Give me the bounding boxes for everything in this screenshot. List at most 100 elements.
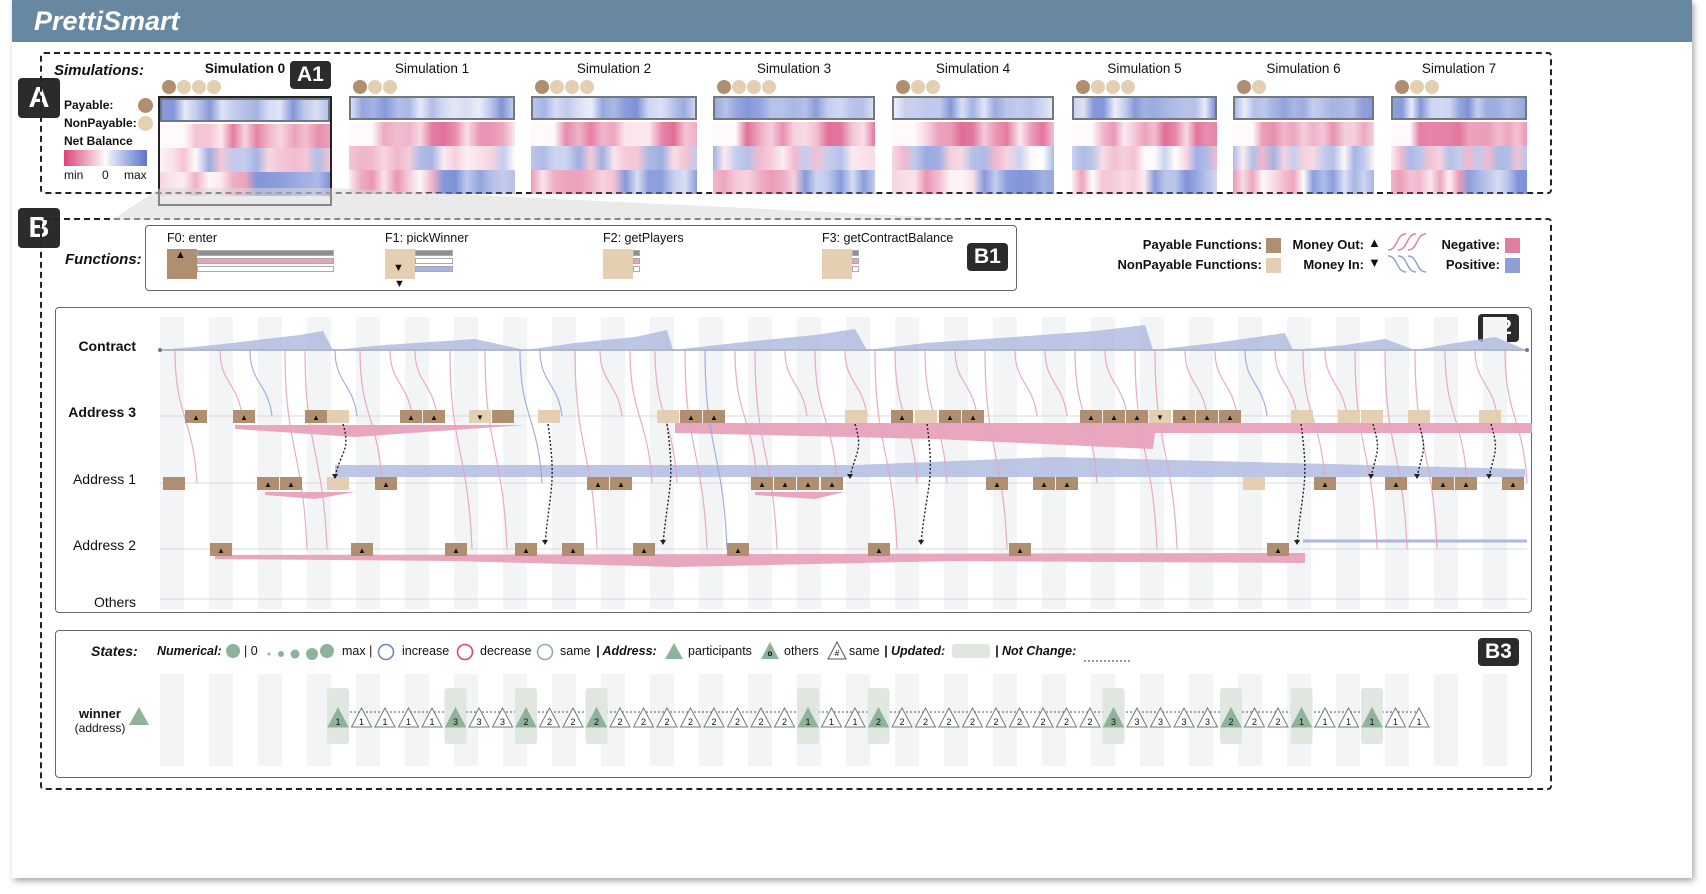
simulation-title-0[interactable]: Simulation 0 [204,61,286,76]
nonpayable-call-box [845,410,867,423]
arrowhead-icon [1414,474,1420,479]
transaction-flow-curve [1244,349,1268,417]
simulation-title-5[interactable]: Simulation 5 [1107,61,1182,76]
winner-state-value: 2 [1228,717,1233,727]
function-call-dot [1252,80,1266,94]
simulation-title-2[interactable]: Simulation 2 [576,61,652,76]
same-address-triangle-icon: # [827,640,847,665]
money-out-icon: ▲ [1274,546,1282,555]
simulation-heatmap-4[interactable] [892,96,1054,206]
money-out-icon: ▲ [382,480,390,489]
payable-dot-icon [138,98,153,113]
function-name-1: F1: pickWinner [385,231,469,245]
simulation-heatmap-5[interactable] [1072,96,1217,206]
simulation-heatmap-6[interactable] [1233,96,1374,206]
payable-call-box [1502,477,1524,490]
function-box-3[interactable] [822,249,852,279]
winner-state-triangle [985,706,1007,728]
money-out-icon: ▲ [452,546,460,555]
function-bar [197,250,334,256]
winner-state-value: 2 [993,717,998,727]
function-bar [633,258,640,264]
payable-call-box [1432,477,1454,490]
functions-label: Functions: [65,251,142,268]
winner-state-triangle [491,706,514,728]
function-call-dot [1076,80,1090,94]
b3-badge: B3 [1478,638,1519,666]
app-window: PrettiSmart A Simulations: A1 Payable: N… [12,0,1692,878]
simulation-title-4[interactable]: Simulation 4 [935,61,1011,76]
winner-state-triangle [844,706,866,728]
winner-transfer-arrow [920,423,932,544]
simulation-title-6[interactable]: Simulation 6 [1266,61,1341,76]
column-stripe [405,317,429,609]
heatmap-row [160,124,330,148]
row-label-address-2: Address 2 [72,537,136,553]
payable-call-box [891,410,913,423]
positive-legend: Positive: [1445,257,1500,272]
winner-state-value: 1 [382,717,387,727]
payable-call-box [1126,410,1148,423]
simulation-heatmap-2[interactable] [531,96,697,206]
simulation-heatmap-7[interactable] [1391,96,1527,206]
payable-call-box [680,410,702,423]
transaction-flow-curve [539,349,563,417]
money-out-icon: ▲ [781,480,789,489]
title-bar: PrettiSmart [12,0,1692,42]
heatmap-row [1391,122,1527,146]
function-bar [852,258,859,264]
winner-state-triangle [797,706,819,728]
winner-state-value: 1 [335,717,340,727]
column-stripe [1483,674,1507,766]
heatmap-row [1391,170,1527,194]
winner-state-triangle [609,706,631,728]
payable-call-box [1219,410,1241,423]
simulation-title-1[interactable]: Simulation 1 [394,61,470,76]
function-bar [633,266,640,272]
states-panel [55,630,1532,778]
state-variable-name: winner [79,706,121,721]
negative-legend-swatch [1505,238,1520,253]
function-call-dot [162,80,176,94]
simulation-title-7[interactable]: Simulation 7 [1421,61,1497,76]
net-balance-label: Net Balance [64,134,133,148]
function-box-2[interactable] [603,249,633,279]
money-in-icon: ▼ [1156,413,1164,422]
money-out-icon: ▲ [1321,480,1329,489]
transaction-flow-curve [574,349,598,550]
function-call-dot [896,80,910,94]
transaction-flow-curve [249,349,273,417]
function-call-dot [911,80,925,94]
heatmap-row [1391,146,1527,170]
heatmap-row [349,122,515,146]
simulation-title-3[interactable]: Simulation 3 [756,61,832,76]
transaction-flow-curve [1044,349,1068,417]
function-bar [415,266,453,272]
money-in-icon: ▼ [394,278,405,290]
function-call-dot [1395,80,1409,94]
winner-state-triangle [726,706,749,728]
transaction-flow-curve [784,349,808,417]
net-balance-max: max [124,168,147,182]
function-call-dot [1410,80,1424,94]
function-box-1[interactable] [385,249,415,279]
simulation-heatmap-3[interactable] [713,96,875,206]
row-label-others: Others [93,594,136,610]
column-stripe [1483,317,1507,609]
winner-transfer-arrow [1488,423,1497,478]
same-circle-icon [536,643,554,666]
function-bar [197,258,334,264]
money-out-icon: ▲ [192,413,200,422]
winner-state-triangle [1290,706,1313,728]
address2-negative-area [215,553,1305,567]
winner-state-value: 2 [1275,717,1280,727]
numerical-scale-icon [267,648,327,667]
winner-state-value: 2 [523,717,528,727]
function-box-0[interactable] [167,249,197,279]
nonpayable-call-box [1243,477,1265,490]
money-out-icon: ▲ [804,480,812,489]
increase-label: increase [402,644,450,658]
money-out-icon: ▲ [1110,413,1118,422]
arrowhead-icon [660,540,666,545]
simulation-heatmap-1[interactable] [349,96,515,206]
